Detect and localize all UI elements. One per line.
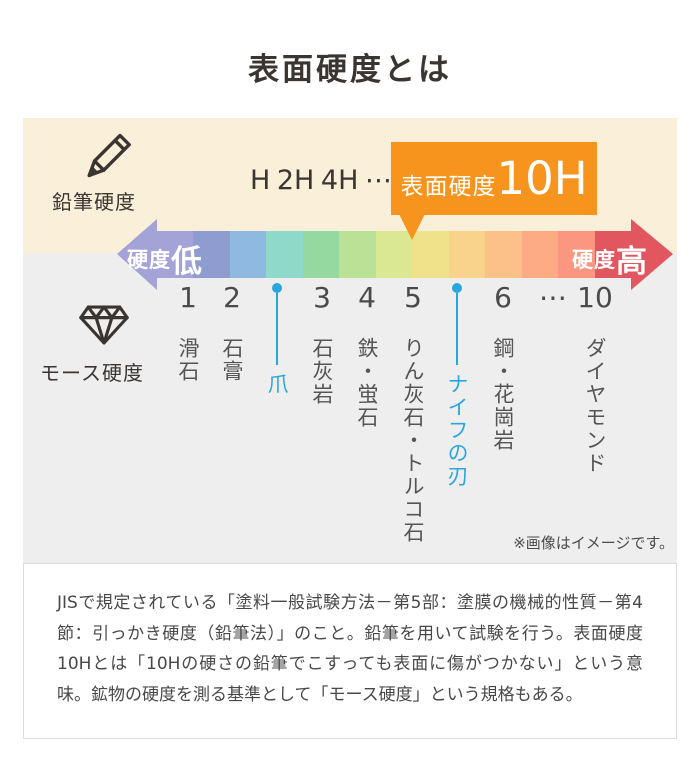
arrow-head-right xyxy=(631,219,673,290)
surface-hardness-callout: 表面硬度 10H xyxy=(391,142,597,215)
scale-item-3: 3 石灰岩 xyxy=(310,281,334,407)
scale-item-6: 6 鋼・花崗岩 xyxy=(491,281,515,453)
marker-dot xyxy=(452,283,462,293)
tick-4h: 4H xyxy=(320,165,359,196)
hardness-high-label: 硬度 高 xyxy=(572,244,647,280)
mohs-hardness-label: モース硬度 xyxy=(40,361,144,385)
scale-item-knife: ナイフの刃 xyxy=(435,283,479,492)
description-text: JISで規定されている「塗料一般試験方法－第5部：塗膜の機械的性質－第4節：引っ… xyxy=(57,593,643,705)
callout-value: 10H xyxy=(496,152,588,205)
marker-line xyxy=(276,293,278,365)
diamond-icon xyxy=(78,305,130,345)
image-disclaimer-note: ※画像はイメージです。 xyxy=(513,534,674,552)
pencil-scale-ticks: H 2H 4H ⋯ xyxy=(250,165,392,196)
scale-bar-segments xyxy=(157,231,632,278)
marker-line xyxy=(456,293,458,365)
marker-dot xyxy=(272,283,282,293)
arrow-head-left xyxy=(117,219,157,290)
scale-item-nail: 爪 xyxy=(255,283,299,400)
hardness-low-label: 硬度 低 xyxy=(127,244,202,280)
callout-pointer xyxy=(399,214,425,240)
description-box: JISで規定されている「塗料一般試験方法－第5部：塗膜の機械的性質－第4節：引っ… xyxy=(23,563,677,739)
scale-item-ellipsis: ⋯ xyxy=(539,281,567,314)
tick-ellipsis: ⋯ xyxy=(364,165,392,196)
mohs-hardness-panel xyxy=(23,253,677,563)
scale-item-4: 4 鉄・蛍石 xyxy=(355,281,379,430)
tick-2h: 2H xyxy=(276,165,315,196)
callout-prefix: 表面硬度 xyxy=(400,173,497,200)
scale-item-1: 1 滑石 xyxy=(176,281,200,384)
scale-item-10: 10 ダイヤモンド xyxy=(577,281,613,476)
tick-h: H xyxy=(250,165,271,196)
page-title: 表面硬度とは xyxy=(248,52,452,88)
scale-item-2: 2 石膏 xyxy=(220,281,244,384)
pencil-icon xyxy=(80,127,136,185)
scale-item-5: 5 りん灰石・トルコ石 xyxy=(401,281,425,545)
pencil-hardness-label: 鉛筆硬度 xyxy=(52,190,136,214)
